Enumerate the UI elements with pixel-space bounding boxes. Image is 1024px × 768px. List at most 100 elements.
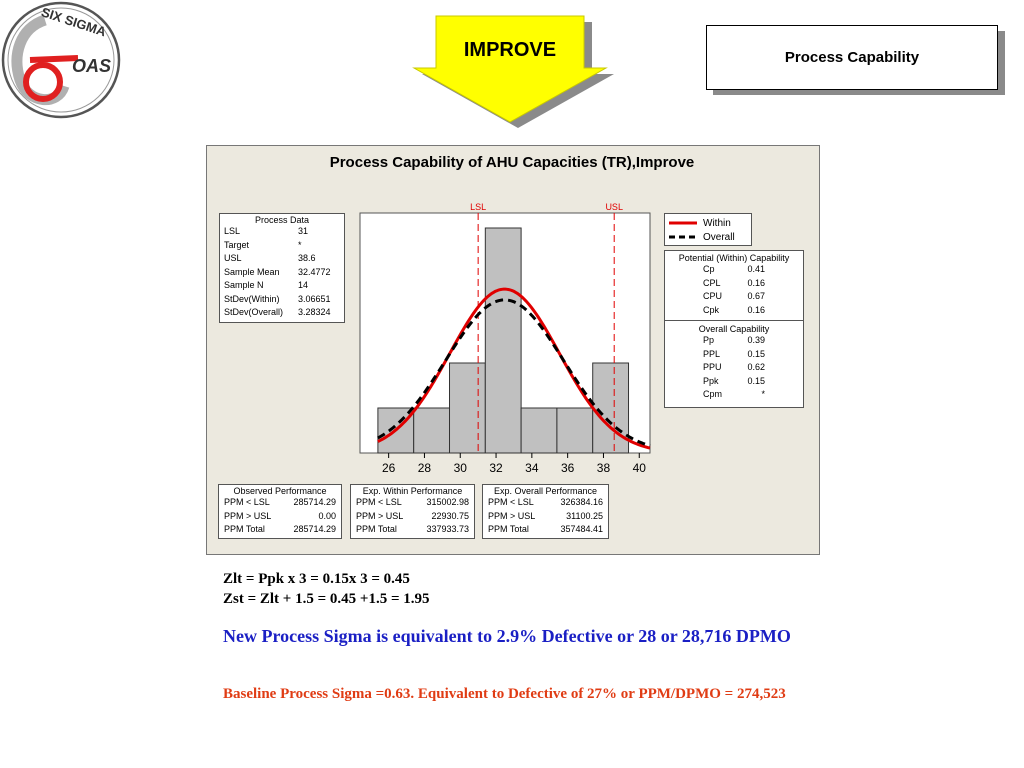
row-value: 22930.75 (431, 510, 469, 521)
row-value: 0.62 (747, 362, 765, 372)
row-label: PPM > USL (224, 510, 272, 521)
spec-label-lsl: LSL (470, 202, 486, 212)
row-value: 38.6 (298, 253, 316, 263)
row-label: PPM < LSL (488, 497, 534, 507)
row-value: 0.15 (747, 375, 765, 386)
banner-label: IMPROVE (464, 39, 556, 61)
new-process-sigma-note: New Process Sigma is equivalent to 2.9% … (223, 626, 791, 646)
x-tick-label: 30 (454, 461, 468, 475)
legend-item-overall: Overall (669, 230, 747, 244)
row-label: PPM Total (356, 524, 397, 534)
table-row: PPM Total 337933.73 (356, 523, 469, 537)
table-row: PPU 0.62 (703, 361, 765, 375)
table-row: StDev(Overall) 3.28324 (224, 306, 340, 320)
row-label: LSL (224, 226, 241, 236)
row-value: 0.39 (747, 335, 765, 345)
logo-side-text: OAS (72, 56, 111, 76)
exp-within-performance-header: Exp. Within Performance (362, 486, 463, 496)
histogram-bar (556, 407, 594, 454)
histogram-bar (592, 362, 630, 454)
row-label: PPM Total (224, 524, 265, 534)
row-label: StDev(Overall) (224, 307, 284, 317)
histogram-bar (449, 362, 486, 454)
row-label: PPL (703, 348, 721, 359)
row-value: 3.06651 (298, 293, 331, 304)
row-label: PPM > USL (488, 510, 536, 521)
legend-item-within: Within (669, 216, 747, 230)
row-label: Target (224, 239, 250, 250)
table-row: PPL 0.15 (703, 348, 765, 362)
table-row: Cp 0.41 (703, 263, 765, 277)
table-row: PPM > USL 22930.75 (356, 510, 469, 524)
zlt-equation: Zlt = Ppk x 3 = 0.15x 3 = 0.45 (223, 571, 410, 587)
histogram-plot: LSL USL 26 28 30 32 34 36 38 40 (359, 202, 651, 475)
row-value: 3.28324 (298, 307, 331, 317)
histogram-bar (520, 407, 558, 454)
row-label: Sample Mean (224, 266, 280, 277)
table-row: Pp 0.39 (703, 334, 765, 348)
observed-performance-table: Observed Performance PPM < LSL 285714.29 P… (218, 484, 342, 539)
row-value: * (298, 239, 302, 250)
row-value: 285714.29 (293, 524, 336, 534)
table-row: Ppk 0.15 (703, 375, 765, 389)
row-value: 0.16 (747, 304, 765, 315)
table-row: Target * (224, 239, 340, 253)
table-row: CPL 0.16 (703, 277, 765, 291)
potential-capability-header: Potential (Within) Capability (678, 253, 790, 263)
row-label: PPU (703, 362, 722, 372)
x-tick-label: 28 (418, 461, 432, 475)
exp-within-performance-table: Exp. Within Performance PPM < LSL 315002.… (350, 484, 475, 539)
x-tick-label: 34 (525, 461, 539, 475)
legend-label-within: Within (703, 217, 731, 229)
row-label: Cpm (703, 389, 723, 399)
row-value: 357484.41 (560, 524, 603, 534)
table-row: USL 38.6 (224, 252, 340, 266)
row-value: 326384.16 (560, 497, 603, 507)
table-row: PPM Total 285714.29 (224, 523, 336, 537)
x-tick-label: 40 (633, 461, 647, 475)
curve-overall (377, 298, 651, 448)
x-tick-label: 36 (561, 461, 575, 475)
row-label: Pp (703, 335, 715, 345)
row-value: 337933.73 (426, 524, 469, 534)
histogram-bar (484, 227, 522, 454)
table-row: Sample N 14 (224, 279, 340, 293)
row-value: 31 (298, 226, 309, 236)
table-row: PPM < LSL 326384.16 (488, 496, 603, 510)
table-row: Cpk 0.16 (703, 304, 765, 318)
table-row: PPM > USL 31100.25 (488, 510, 603, 524)
chart-title: Process Capability of AHU Capacities (TR… (329, 154, 695, 171)
row-value: 0.15 (747, 348, 765, 359)
row-label: Cpk (703, 304, 720, 315)
row-value: 315002.98 (426, 497, 469, 507)
row-value: 32.4772 (298, 266, 331, 277)
x-tick-label: 38 (597, 461, 611, 475)
histogram-bar (413, 407, 451, 454)
process-data-table: Process Data LSL 31 Target * USL 38.6 Sample M… (219, 213, 345, 323)
row-value: 14 (298, 280, 309, 290)
row-label: StDev(Within) (224, 293, 280, 304)
row-label: PPM > USL (356, 510, 404, 521)
row-value: 31100.25 (566, 510, 603, 521)
chart-legend: Within Overall (664, 213, 752, 246)
capability-table: Potential (Within) Capability Cp 0.41 CPL 0… (664, 250, 804, 408)
baseline-process-sigma-note: Baseline Process Sigma =0.63. Equivalent… (223, 686, 786, 702)
curve-within (377, 287, 651, 450)
row-label: PPM < LSL (356, 497, 402, 507)
row-label: CPL (703, 277, 721, 288)
improve-banner-arrow: IMPROVE (412, 15, 614, 128)
process-data-header: Process Data (254, 215, 310, 225)
row-value: 0.41 (747, 264, 765, 274)
exp-overall-performance-table: Exp. Overall Performance PPM < LSL 326384… (482, 484, 609, 539)
table-row: Sample Mean 32.4772 (224, 266, 340, 280)
row-label: Ppk (703, 375, 719, 386)
row-label: Cp (703, 264, 715, 274)
row-label: Sample N (224, 280, 264, 290)
table-row: CPU 0.67 (703, 290, 765, 304)
six-sigma-oas-logo: SIX SIGMA OAS (1, 1, 121, 119)
row-value: 0.16 (747, 277, 765, 288)
row-value: 0.67 (747, 291, 765, 301)
row-label: USL (224, 253, 242, 263)
row-label: PPM Total (488, 524, 529, 534)
table-row: PPM Total 357484.41 (488, 523, 603, 537)
